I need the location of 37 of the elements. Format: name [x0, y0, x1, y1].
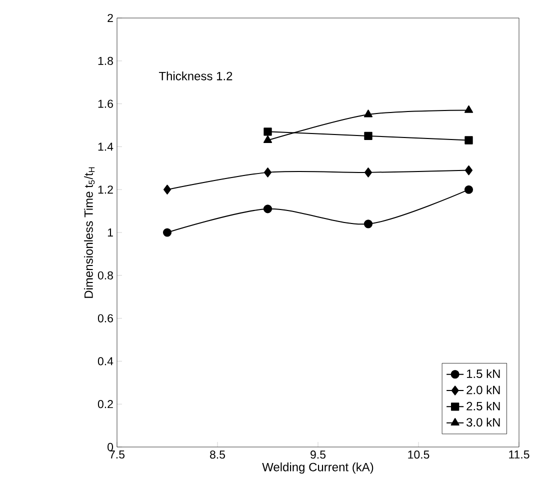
y-tick-label: 0 [108, 442, 114, 452]
point [364, 110, 373, 118]
point [464, 185, 474, 194]
point [464, 136, 473, 144]
x-tick-label: 11.5 [509, 450, 530, 459]
point [364, 168, 372, 178]
y-tick-label: 1.4 [98, 142, 114, 151]
y-tick-label: 1.8 [98, 56, 113, 65]
point [163, 184, 172, 194]
y-tick-label: 2 [108, 14, 113, 22]
y-tick-label: 0.2 [98, 400, 113, 408]
x-tick-label: 10.5 [408, 450, 430, 459]
y-tick-label: 0.4 [98, 357, 114, 366]
annotation: Thickness 1.2 [158, 71, 232, 80]
legend-label: 1.5 kN [466, 369, 500, 378]
x-axis-title: Welding Current (kA) [262, 462, 374, 474]
legend-label: 2.0 kN [466, 385, 500, 394]
point [263, 204, 272, 214]
y-tick-label: 0.6 [98, 314, 113, 322]
y-tick-label: 0.8 [98, 271, 113, 280]
x-tick-label: 9.5 [310, 450, 326, 459]
y-tick-label: 1.2 [98, 186, 113, 194]
point [364, 132, 372, 140]
x-tick-label: 7.5 [110, 450, 125, 459]
y-tick-label: 1.6 [98, 100, 113, 108]
point [364, 220, 373, 228]
point [264, 168, 272, 178]
point [464, 105, 474, 113]
point [263, 135, 272, 143]
legend-label: 2.5 kN [466, 402, 500, 410]
legend-label: 3.0 kN [466, 418, 500, 427]
y-tick-label: 1 [108, 228, 113, 236]
point [264, 128, 272, 136]
point [464, 165, 473, 176]
y-axis-title: Dimensionless Time t$_{5}$/t$_{H}$ [84, 167, 95, 298]
point [162, 228, 172, 237]
x-tick-label: 8.5 [210, 450, 226, 459]
